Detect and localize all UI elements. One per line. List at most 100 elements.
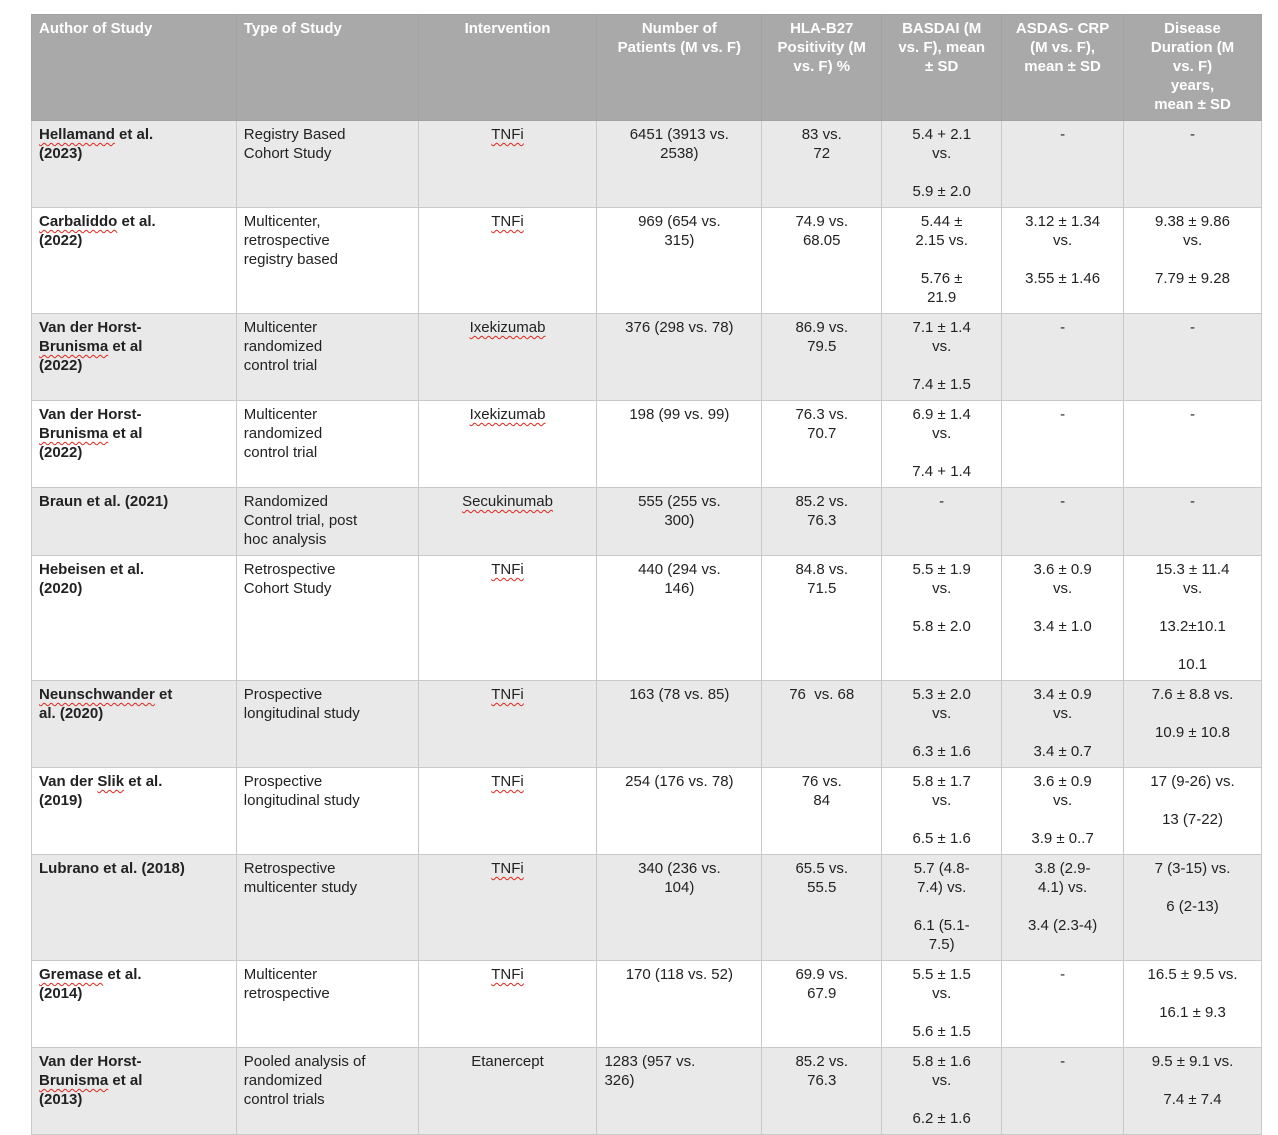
cell-line: TNFi <box>426 125 590 144</box>
table-row: Carbaliddo et al. (2022) Multicenter, retro… <box>31 207 1262 314</box>
cell-line: Etanercept <box>471 1053 544 1070</box>
cell-duration: 9.38 ± 9.86 vs. 7.79 ± 9.28 <box>1123 207 1262 314</box>
cell-line: (2022) <box>39 357 83 374</box>
cell-line: 13.2±10.1 <box>1159 618 1226 635</box>
cell-patients: 376 (298 vs. 78) <box>596 313 763 401</box>
cell-type: Retrospective multicenter study <box>235 854 419 961</box>
cell-hla: 76 vs. 68 <box>761 680 883 768</box>
cell-line: 72 <box>813 145 831 162</box>
cell-line: 85.2 vs. <box>795 1053 848 1070</box>
cell-line: 65.5 vs. <box>795 860 848 877</box>
cell-line: Author of Study <box>39 20 153 37</box>
cell-line: 104) <box>664 879 695 896</box>
cell-intervention: Ixekizumab <box>417 313 598 401</box>
cell-line: vs. <box>932 338 952 355</box>
cell-line: TNFi <box>426 685 590 704</box>
cell-line: Van der Horst- <box>39 319 142 336</box>
cell-line: (M vs. F), <box>1030 39 1096 56</box>
cell-line: Registry Based <box>243 126 346 143</box>
cell-line: 7.4 ± 7.4 <box>1163 1091 1222 1108</box>
cell-line: Hebeisen et al. <box>39 561 145 578</box>
cell-line: - <box>1060 126 1066 143</box>
cell-line <box>1131 791 1254 810</box>
cell-type: Retrospective Cohort Study <box>235 555 419 681</box>
spellcheck-squiggle: TNFi <box>491 561 524 578</box>
cell-basdai: 6.9 ± 1.4 vs. 7.4 + 1.4 <box>881 400 1003 488</box>
cell-line <box>889 1003 994 1022</box>
cell-line: 3.4 ± 0.9 <box>1033 686 1092 703</box>
cell-line: 3.6 ± 0.9 <box>1033 773 1092 790</box>
cell-line: vs. <box>932 792 952 809</box>
cell-line: - <box>1190 493 1196 510</box>
cell-author: Van der Horst- Brunisma et al (2022) <box>31 313 237 401</box>
cell-line: 70.7 <box>807 425 837 442</box>
cell-line: BASDAI (M <box>902 20 982 37</box>
cell-line: 69.9 vs. <box>795 966 848 983</box>
cell-line: vs. <box>1182 580 1203 597</box>
cell-line: 7.5) <box>928 936 955 953</box>
cell-line <box>1131 984 1254 1003</box>
cell-line: - <box>1190 126 1196 143</box>
table-header: Author of Study Type of Study Intervention… <box>31 14 1262 121</box>
cell-line: 76.3 vs. <box>795 406 848 423</box>
cell-line: Neunschwander et <box>39 686 173 703</box>
cell-line: 7.6 ± 8.8 vs. <box>1151 686 1234 703</box>
cell-line: HLA-B27 <box>790 20 854 37</box>
cell-hla: 69.9 vs. 67.9 <box>761 960 883 1048</box>
cell-line: 7.1 ± 1.4 <box>912 319 971 336</box>
cell-line: 3.12 ± 1.34 <box>1025 213 1101 230</box>
studies-comparison-table: Author of Study Type of Study Intervention… <box>31 14 1262 1135</box>
cell-line: 254 (176 vs. 78) <box>625 773 734 790</box>
cell-line: 7.79 ± 9.28 <box>1155 270 1230 287</box>
cell-line: 7 (3-15) vs. <box>1154 860 1231 877</box>
cell-duration: 7 (3-15) vs. 6 (2-13) <box>1123 854 1262 961</box>
cell-line: 5.8 ± 2.0 <box>912 618 971 635</box>
cell-intervention: TNFi <box>417 960 598 1048</box>
cell-basdai: 5.8 ± 1.7 vs. 6.5 ± 1.6 <box>881 767 1003 855</box>
cell-basdai: 7.1 ± 1.4 vs. 7.4 ± 1.5 <box>881 313 1003 401</box>
cell-line: Intervention <box>464 20 551 37</box>
cell-intervention: Etanercept <box>417 1047 598 1135</box>
cell-line: 2.15 vs. <box>915 232 968 249</box>
spellcheck-squiggle: Hellamand <box>39 126 115 143</box>
cell-line: Brunisma et al <box>39 1072 143 1089</box>
header-row: Author of Study Type of Study Intervention… <box>31 14 1262 121</box>
spellcheck-squiggle: Brunisma <box>39 425 109 442</box>
cell-line: control trial <box>243 357 318 374</box>
column-header-author: Author of Study <box>31 14 237 121</box>
cell-line: al. (2020) <box>39 705 104 722</box>
cell-line: 84.8 vs. <box>795 561 848 578</box>
cell-line: Hellamand et al. <box>39 126 154 143</box>
cell-line: 68.05 <box>802 232 841 249</box>
cell-type: Multicenter randomized control trial <box>235 313 419 401</box>
cell-type: Registry Based Cohort Study <box>235 120 419 208</box>
spellcheck-squiggle: Brunisma <box>39 1072 109 1089</box>
cell-line: mean ± SD <box>1154 96 1231 113</box>
cell-basdai: 5.3 ± 2.0 vs. 6.3 ± 1.6 <box>881 680 1003 768</box>
table-row: Hellamand et al. (2023) Registry Based Coho… <box>31 120 1262 208</box>
cell-line: 3.6 ± 0.9 <box>1033 561 1092 578</box>
spellcheck-squiggle: TNFi <box>491 966 524 983</box>
cell-line: 5.8 ± 1.7 <box>912 773 971 790</box>
cell-line: 9.38 ± 9.86 <box>1155 213 1230 230</box>
cell-line: 7.4) vs. <box>917 879 967 896</box>
cell-line <box>1131 878 1254 897</box>
cell-line <box>889 598 994 617</box>
cell-line: 146) <box>664 580 695 597</box>
cell-line: 10.9 ± 10.8 <box>1155 724 1230 741</box>
cell-hla: 76.3 vs. 70.7 <box>761 400 883 488</box>
cell-patients: 555 (255 vs. 300) <box>596 487 763 556</box>
cell-line: (2022) <box>39 232 83 249</box>
cell-line: 3.4 ± 0.7 <box>1033 743 1092 760</box>
cell-line: Van der Slik et al. <box>39 773 163 790</box>
cell-line: 5.9 ± 2.0 <box>912 183 971 200</box>
table-row: Braun et al. (2021) Randomized Control tri… <box>31 487 1262 556</box>
cell-line: randomized <box>243 338 323 355</box>
cell-line: Type of Study <box>243 20 342 37</box>
cell-line: 6.3 ± 1.6 <box>912 743 971 760</box>
cell-line: 555 (255 vs. <box>638 493 721 510</box>
cell-intervention: TNFi <box>417 120 598 208</box>
cell-line: Pooled analysis of <box>243 1053 366 1070</box>
cell-type: Prospective longitudinal study <box>235 767 419 855</box>
cell-intervention: TNFi <box>417 854 598 961</box>
